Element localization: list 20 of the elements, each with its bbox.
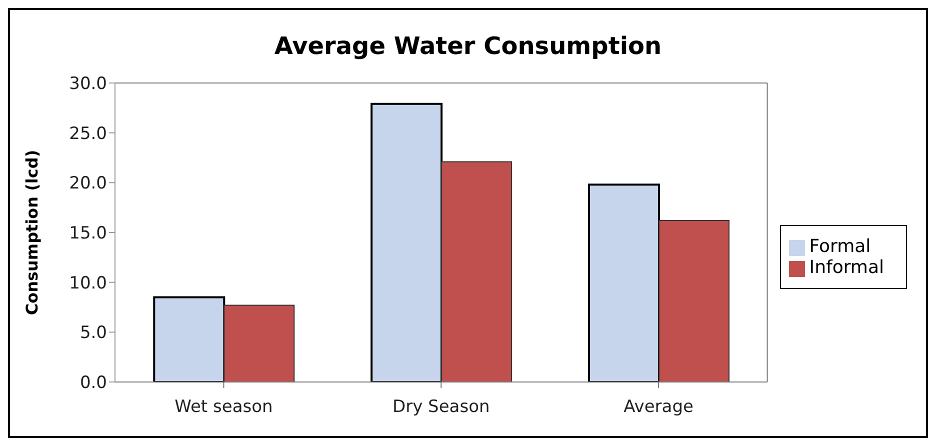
y-tick-label: 5.0 bbox=[80, 323, 107, 344]
bar bbox=[588, 184, 660, 382]
y-tick-label: 30.0 bbox=[69, 74, 107, 94]
bar bbox=[441, 161, 512, 382]
legend-label: Formal bbox=[809, 236, 871, 257]
bar bbox=[370, 102, 443, 382]
y-tick-label: 0.0 bbox=[80, 373, 107, 394]
chart-title: Average Water Consumption bbox=[273, 32, 663, 62]
y-tick-label: 20.0 bbox=[69, 174, 107, 194]
bar bbox=[224, 304, 295, 382]
y-tick-label: 10.0 bbox=[69, 273, 107, 294]
bar bbox=[153, 296, 226, 382]
bar bbox=[658, 220, 730, 382]
x-tick-label: Wet season bbox=[174, 397, 273, 418]
y-tick-label: 25.0 bbox=[69, 124, 107, 144]
y-tick-label: 15.0 bbox=[69, 224, 107, 244]
y-axis-title: Consumption (lcd) bbox=[22, 150, 42, 316]
x-tick-label: Dry Season bbox=[392, 397, 490, 418]
legend-label: Informal bbox=[809, 257, 884, 278]
x-tick-label: Average bbox=[624, 397, 694, 418]
